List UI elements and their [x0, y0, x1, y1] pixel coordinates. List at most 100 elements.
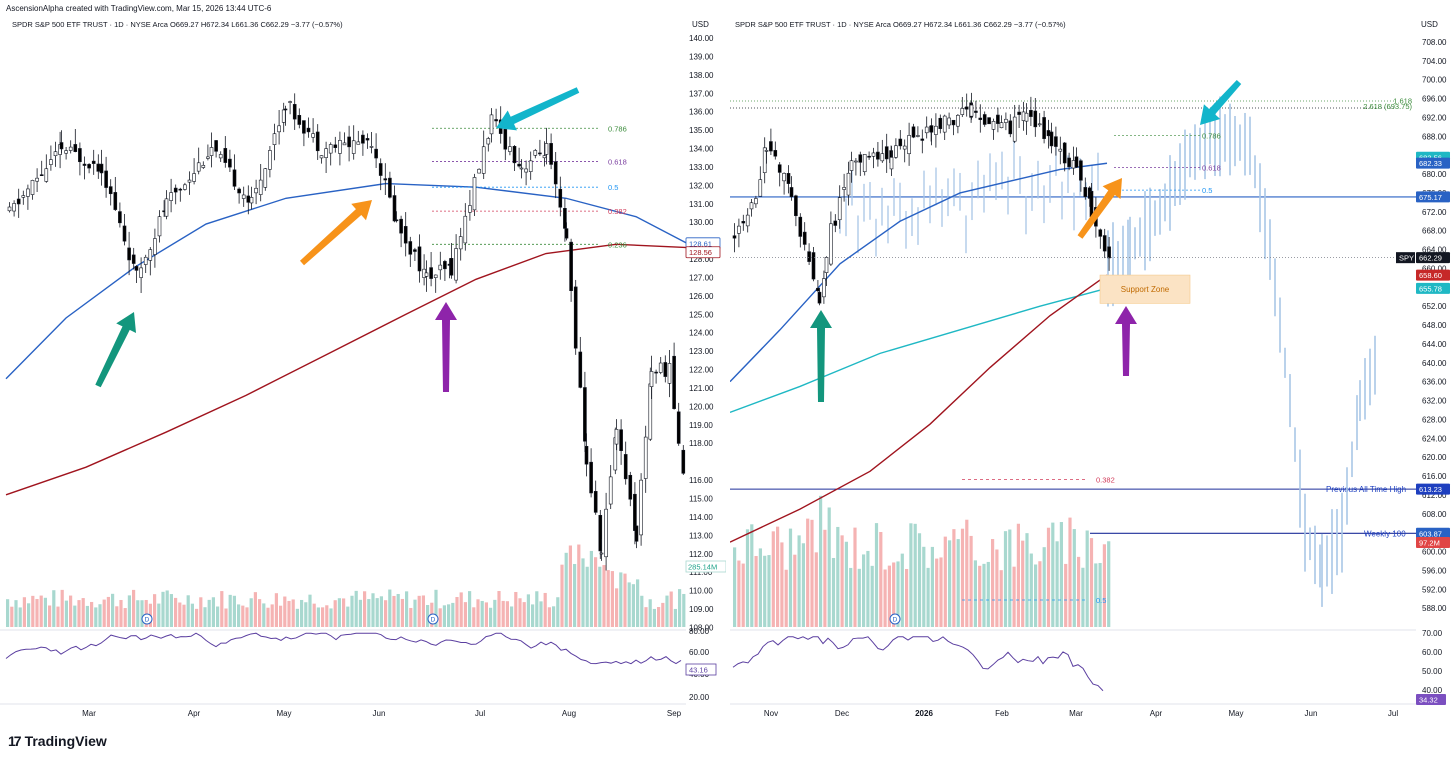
- purple-arrow: [1115, 306, 1137, 376]
- candle-body: [319, 155, 324, 159]
- y-tick-label: 124.00: [689, 329, 714, 338]
- volume-bar: [165, 590, 169, 627]
- candle-body: [214, 140, 218, 152]
- y-tick-label: 109.00: [689, 605, 714, 614]
- candle-body: [824, 257, 829, 273]
- candle-body: [782, 173, 786, 182]
- volume-bar: [814, 552, 818, 627]
- volume-bar: [737, 560, 741, 627]
- candle-body: [113, 192, 118, 210]
- candle-body: [519, 167, 524, 170]
- candle-body: [996, 114, 1000, 124]
- volume-bar: [758, 548, 762, 627]
- candle-body: [433, 274, 438, 278]
- volume-bar: [585, 566, 589, 627]
- dividend-marker-label: D: [893, 617, 898, 624]
- volume-bar: [514, 591, 518, 627]
- volume-bar: [291, 599, 295, 627]
- tradingview-wordmark: TradingView: [24, 733, 107, 749]
- y-tick-label: 115.00: [689, 495, 713, 504]
- candle-body: [974, 110, 978, 113]
- candle-body: [769, 141, 773, 152]
- y-tick-label: 138.00: [689, 71, 714, 80]
- volume-bar: [123, 608, 127, 627]
- volume-bar: [1055, 541, 1059, 627]
- volume-bar: [866, 550, 870, 627]
- volume-bar: [388, 589, 392, 627]
- volume-bar: [606, 570, 610, 627]
- candle-body: [73, 144, 78, 152]
- candle-body: [196, 162, 201, 172]
- y-tick-label: 132.00: [689, 181, 714, 190]
- candle-body: [956, 114, 960, 127]
- volume-bar: [956, 539, 960, 627]
- candle-body: [59, 142, 64, 150]
- volume-bar: [245, 607, 249, 627]
- candle-body: [1098, 229, 1103, 237]
- candle-body: [1033, 110, 1038, 128]
- volume-bar: [413, 599, 417, 627]
- volume-bar: [417, 595, 421, 627]
- candle-body: [241, 194, 246, 199]
- volume-bar: [745, 529, 750, 627]
- candle-body: [589, 461, 593, 494]
- y-tick-label: 648.00: [1422, 321, 1447, 330]
- fib-level-label: 0.5: [608, 183, 618, 192]
- y-tick-label: 134.00: [689, 145, 714, 154]
- candle-body: [91, 160, 96, 164]
- volume-bar: [857, 568, 861, 627]
- y-tick-label: 708.00: [1422, 38, 1447, 47]
- rsi-line: [5, 632, 682, 665]
- volume-bar: [421, 595, 425, 627]
- y-tick-label: 120.00: [689, 402, 714, 411]
- candle-body: [846, 172, 851, 196]
- candle-body: [192, 173, 196, 182]
- candle-body: [153, 238, 157, 255]
- volume-bar: [43, 597, 47, 627]
- fib-level-label: 0.618: [1202, 163, 1221, 172]
- candle-body: [68, 146, 73, 151]
- candle-body: [302, 120, 306, 134]
- candle-body: [342, 142, 347, 146]
- candle-body: [463, 215, 468, 244]
- candle-body: [578, 351, 583, 388]
- candle-body: [383, 178, 388, 181]
- y-tick-label: 700.00: [1422, 76, 1447, 85]
- volume-bar: [52, 590, 56, 627]
- volume-bar: [426, 604, 430, 627]
- volume-bar: [682, 593, 686, 627]
- volume-bar: [186, 595, 190, 627]
- price-badge: [685, 246, 721, 259]
- y-tick-label: 125.00: [689, 310, 714, 319]
- candle-body: [449, 258, 454, 276]
- volume-bar: [960, 528, 965, 627]
- y-tick-label: 672.00: [1422, 208, 1447, 217]
- candle-body: [911, 126, 916, 138]
- volume-bar: [98, 604, 102, 627]
- volume-bar: [1068, 517, 1072, 627]
- fib-level-label: 0.382: [1096, 475, 1115, 484]
- volume-bar: [581, 558, 585, 627]
- volume-bar: [396, 593, 400, 627]
- candle-body: [672, 355, 676, 409]
- volume-bar: [518, 598, 522, 627]
- candle-body: [96, 163, 101, 172]
- volume-bar: [333, 600, 337, 627]
- candle-body: [758, 179, 763, 197]
- volume-bar: [935, 558, 939, 627]
- volume-bar: [631, 584, 635, 627]
- chart-left[interactable]: 140.00 139.00 138.00 137.00 136.00 135.00 134.…: [0, 0, 726, 724]
- candle-body: [494, 119, 498, 122]
- y-tick-label: 616.00: [1422, 472, 1447, 481]
- candle-body: [369, 146, 374, 148]
- candle-body: [599, 552, 604, 555]
- volume-bar: [827, 507, 831, 627]
- volume-bar: [392, 595, 396, 627]
- chart-right[interactable]: 708.00704.00700.00696.00692.00688.00684.…: [730, 0, 1456, 724]
- candle-body: [508, 146, 512, 152]
- volume-bar: [56, 606, 60, 627]
- candle-body: [862, 154, 867, 173]
- volume-bar: [501, 600, 505, 627]
- volume-bar: [18, 607, 22, 627]
- candle-body: [288, 101, 292, 103]
